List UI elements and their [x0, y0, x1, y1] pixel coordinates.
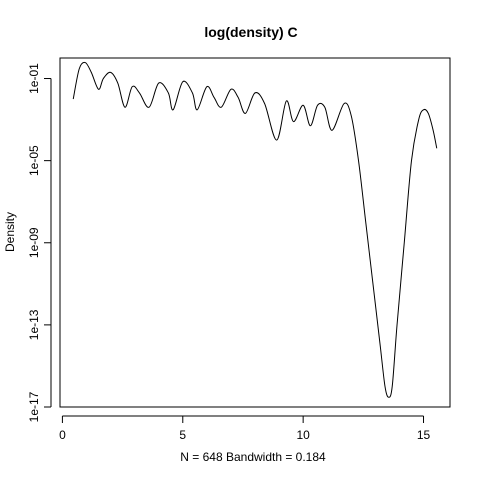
x-tick-label: 10 [296, 428, 310, 442]
y-tick-label: 1e-01 [27, 63, 41, 94]
x-axis-label: N = 648 Bandwidth = 0.184 [180, 450, 326, 464]
y-tick-label: 1e-05 [27, 145, 41, 176]
y-tick-label: 1e-17 [27, 391, 41, 422]
chart-title: log(density) C [204, 24, 297, 40]
y-tick-label: 1e-13 [27, 309, 41, 340]
x-tick-label: 15 [417, 428, 431, 442]
x-tick-label: 0 [59, 428, 66, 442]
x-axis: 0 5 10 15 [59, 415, 431, 442]
plot-box [59, 57, 451, 408]
density-line [72, 61, 438, 398]
y-axis: 1e-17 1e-13 1e-09 1e-05 1e-01 [27, 63, 52, 422]
y-tick-label: 1e-09 [27, 227, 41, 258]
y-axis-label: Density [3, 212, 17, 252]
x-tick-label: 5 [179, 428, 186, 442]
